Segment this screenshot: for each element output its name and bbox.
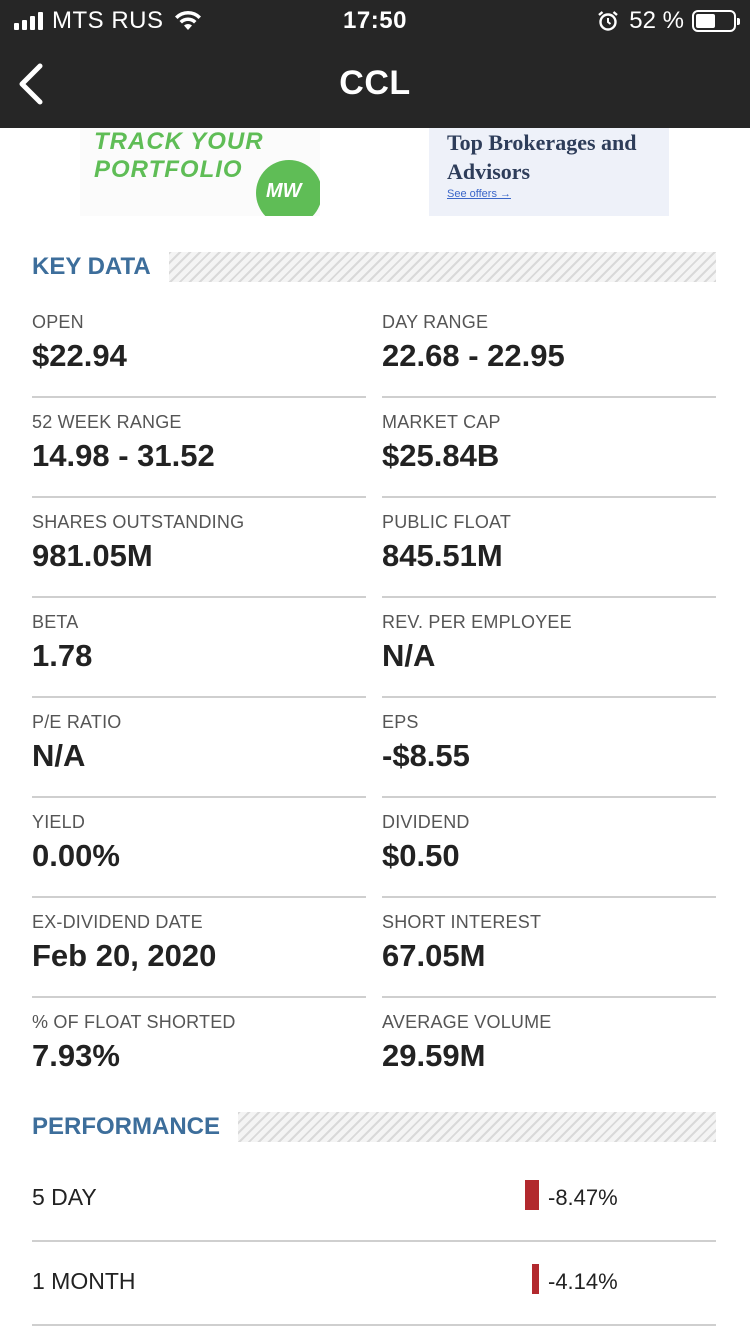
key-data-cell: SHORT INTEREST 67.05M <box>382 898 716 998</box>
cell-value: 22.68 - 22.95 <box>382 338 565 373</box>
cell-label: BETA <box>32 612 79 632</box>
cell-label: MARKET CAP <box>382 412 501 432</box>
cell-label: PUBLIC FLOAT <box>382 512 512 532</box>
key-data-cell: SHARES OUTSTANDING 981.05M <box>32 498 366 598</box>
cell-value: $25.84B <box>382 438 500 473</box>
wifi-icon <box>174 10 201 30</box>
section-hatch-divider <box>168 252 716 282</box>
performance-title: PERFORMANCE <box>32 1113 221 1140</box>
chevron-left-icon <box>19 63 43 105</box>
cell-value: 7.93% <box>32 1038 120 1073</box>
key-data-cell: AVERAGE VOLUME 29.59M <box>382 998 716 1098</box>
ad-banner-brokerages[interactable]: Top Brokerages and Advisors See offers → <box>429 128 669 216</box>
performance-bar <box>525 1180 539 1210</box>
cell-label: AVERAGE VOLUME <box>382 1012 552 1032</box>
cell-value: 981.05M <box>32 538 153 573</box>
cell-value: 0.00% <box>32 838 120 873</box>
battery-percent: 52 % <box>629 7 684 34</box>
ad-right-title: Top Brokerages and Advisors <box>447 130 637 184</box>
key-data-cell: % OF FLOAT SHORTED 7.93% <box>32 998 366 1098</box>
cell-value: -$8.55 <box>382 738 470 773</box>
cell-label: SHORT INTEREST <box>382 912 542 932</box>
cell-label: REV. PER EMPLOYEE <box>382 612 572 632</box>
performance-change: -8.47% <box>548 1185 618 1210</box>
cell-value: 29.59M <box>382 1038 486 1073</box>
alarm-clock-icon <box>598 11 619 31</box>
cell-value: 845.51M <box>382 538 503 573</box>
performance-row: 5 DAY -8.47% <box>32 1158 716 1242</box>
performance-period: 1 MONTH <box>32 1268 136 1294</box>
cell-value: $0.50 <box>382 838 460 873</box>
ad-left-text: TRACK YOUR PORTFOLIO <box>94 128 264 184</box>
cell-value: 14.98 - 31.52 <box>32 438 215 473</box>
key-data-cell: PUBLIC FLOAT 845.51M <box>382 498 716 598</box>
marketwatch-logo: MW <box>256 160 320 216</box>
key-data-cell: YIELD 0.00% <box>32 798 366 898</box>
status-bar: MTS RUS 17:50 52 % <box>0 0 750 40</box>
signal-strength-icon <box>14 12 43 30</box>
performance-row: 1 MONTH -4.14% <box>32 1242 716 1326</box>
battery-icon <box>692 10 740 32</box>
key-data-cell: 52 WEEK RANGE 14.98 - 31.52 <box>32 398 366 498</box>
status-left: MTS RUS <box>14 7 202 35</box>
performance-bar <box>532 1264 539 1294</box>
cell-label: DAY RANGE <box>382 312 489 332</box>
section-hatch-divider <box>238 1112 716 1142</box>
cell-value: Feb 20, 2020 <box>32 938 217 973</box>
cell-value: N/A <box>382 638 436 673</box>
ad-left-line2: PORTFOLIO <box>94 156 243 183</box>
key-data-header: KEY DATA <box>32 252 716 282</box>
cell-label: P/E RATIO <box>32 712 122 732</box>
performance-header: PERFORMANCE <box>32 1112 716 1142</box>
cell-value: $22.94 <box>32 338 127 373</box>
ad-left-line1: TRACK YOUR <box>94 128 264 155</box>
performance-period: 5 DAY <box>32 1184 97 1210</box>
cell-value: N/A <box>32 738 86 773</box>
cell-label: DIVIDEND <box>382 812 470 832</box>
navigation-bar: CCL <box>0 40 750 128</box>
cell-label: EX-DIVIDEND DATE <box>32 912 203 932</box>
ad-banner-track-portfolio[interactable]: TRACK YOUR PORTFOLIO MW <box>80 128 320 216</box>
key-data-cell: REV. PER EMPLOYEE N/A <box>382 598 716 698</box>
key-data-cell: MARKET CAP $25.84B <box>382 398 716 498</box>
cell-label: EPS <box>382 712 419 732</box>
key-data-cell: P/E RATIO N/A <box>32 698 366 798</box>
cell-label: 52 WEEK RANGE <box>32 412 182 432</box>
key-data-title: KEY DATA <box>32 253 151 280</box>
status-time: 17:50 <box>343 7 407 34</box>
page-title: CCL <box>339 64 411 102</box>
key-data-cell: BETA 1.78 <box>32 598 366 698</box>
cell-label: % OF FLOAT SHORTED <box>32 1012 236 1032</box>
key-data-cell: DAY RANGE 22.68 - 22.95 <box>382 298 716 398</box>
performance-change: -4.14% <box>548 1269 618 1294</box>
cell-value: 67.05M <box>382 938 486 973</box>
back-button[interactable] <box>8 54 60 114</box>
key-data-cell: OPEN $22.94 <box>32 298 366 398</box>
carrier-name: MTS RUS <box>52 7 164 34</box>
cell-label: YIELD <box>32 812 86 832</box>
cell-value: 1.78 <box>32 638 93 673</box>
ad-see-offers-link[interactable]: See offers → <box>447 188 511 200</box>
key-data-cell: EX-DIVIDEND DATE Feb 20, 2020 <box>32 898 366 998</box>
battery-level-fill <box>696 14 715 28</box>
cell-label: OPEN <box>32 312 84 332</box>
key-data-cell: EPS -$8.55 <box>382 698 716 798</box>
key-data-cell: DIVIDEND $0.50 <box>382 798 716 898</box>
cell-label: SHARES OUTSTANDING <box>32 512 245 532</box>
status-right: 52 % <box>597 7 740 35</box>
